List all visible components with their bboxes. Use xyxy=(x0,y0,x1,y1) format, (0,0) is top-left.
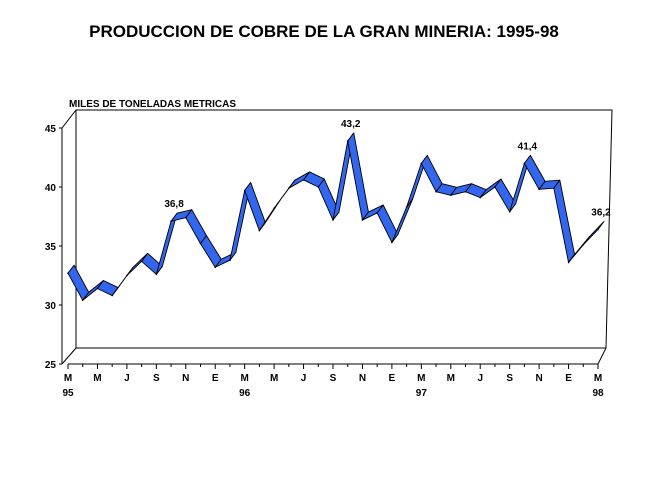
x-tick-label: N xyxy=(535,373,542,384)
x-tick-label: J xyxy=(124,373,130,384)
data-point xyxy=(494,186,496,188)
x-tick-label: M xyxy=(594,373,602,384)
y-tick-label: 45 xyxy=(45,124,57,135)
data-point xyxy=(214,266,217,269)
data-point xyxy=(332,219,334,221)
data-segment xyxy=(185,209,207,245)
data-point xyxy=(538,188,540,191)
x-tick-label: M xyxy=(447,373,455,384)
year-label: 95 xyxy=(62,388,74,399)
data-point xyxy=(199,242,202,245)
data-segment xyxy=(244,182,266,232)
data-point xyxy=(582,244,585,246)
data-point xyxy=(464,190,467,193)
data-point xyxy=(479,196,482,199)
data-label: 36,2 xyxy=(591,207,611,218)
data-point xyxy=(317,186,320,188)
data-point xyxy=(170,220,172,223)
x-tick-label: N xyxy=(359,373,366,384)
floor-right-edge xyxy=(597,347,607,365)
data-point xyxy=(508,210,511,213)
x-tick-label: M xyxy=(270,373,278,384)
x-tick-label: M xyxy=(64,373,72,384)
data-label: 36,8 xyxy=(164,199,184,210)
axis-ticks xyxy=(59,127,599,369)
y-tick-label: 40 xyxy=(45,183,57,194)
data-point xyxy=(391,241,393,244)
data-point xyxy=(567,261,570,264)
data-point xyxy=(273,207,275,210)
data-point xyxy=(155,273,158,276)
x-tick-label: M xyxy=(240,373,248,384)
back-wall xyxy=(75,109,613,349)
data-point xyxy=(81,299,84,302)
x-tick-label: J xyxy=(477,373,483,384)
x-tick-label: M xyxy=(93,373,101,384)
data-segment xyxy=(391,198,414,243)
y-tick-label: 35 xyxy=(45,242,57,253)
data-point xyxy=(184,216,187,219)
data-segment xyxy=(155,212,178,275)
data-point xyxy=(361,219,364,221)
wall-left-edge xyxy=(61,109,77,129)
data-annotations: 36,8 43,2 41,4 36,2 xyxy=(164,119,611,218)
x-tick-label: E xyxy=(565,373,572,384)
data-point xyxy=(67,272,69,274)
data-point xyxy=(126,274,128,277)
data-segment xyxy=(420,154,443,193)
y-axis-label: MILES DE TONELADAS METRICAS xyxy=(69,99,237,110)
axis-labels: 25 30 35 40 45 M M J S N E M M J S N E M M J S N E M 95 96 97 98 xyxy=(45,124,604,399)
data-point xyxy=(405,206,408,208)
data-point xyxy=(346,140,349,142)
data-point xyxy=(288,187,290,189)
floor-left-edge xyxy=(61,347,77,365)
data-segment xyxy=(582,221,605,246)
x-tick-label: J xyxy=(301,373,307,384)
data-point xyxy=(449,194,452,197)
data-point xyxy=(523,162,526,165)
chart-title: PRODUCCION DE COBRE DE LA GRAN MINERIA: … xyxy=(89,22,559,41)
data-segment xyxy=(200,235,222,268)
x-tick-label: S xyxy=(153,373,160,384)
data-point xyxy=(258,229,261,232)
year-label: 97 xyxy=(416,388,428,399)
series-ribbon xyxy=(67,132,605,302)
data-label: 43,2 xyxy=(341,119,361,130)
data-point xyxy=(376,212,378,214)
data-segment xyxy=(67,264,90,301)
data-point xyxy=(302,179,305,181)
year-label: 98 xyxy=(592,388,604,399)
x-tick-label: E xyxy=(389,373,396,384)
data-segment xyxy=(347,132,369,221)
data-point xyxy=(597,228,599,231)
data-label: 41,4 xyxy=(518,141,538,152)
data-point xyxy=(553,187,555,189)
x-tick-label: S xyxy=(330,373,337,384)
data-point xyxy=(140,260,143,263)
data-point xyxy=(435,190,437,193)
x-tick-label: E xyxy=(212,373,219,384)
y-tick-label: 25 xyxy=(45,360,57,371)
y-tick-label: 30 xyxy=(45,301,57,312)
x-tick-label: M xyxy=(417,373,425,384)
data-point xyxy=(420,162,423,165)
x-tick-label: S xyxy=(506,373,513,384)
data-segment xyxy=(523,154,546,190)
data-point xyxy=(111,294,113,297)
data-segment xyxy=(553,179,576,263)
x-tick-label: N xyxy=(182,373,189,384)
data-point xyxy=(96,287,99,290)
data-point xyxy=(243,189,246,192)
data-point xyxy=(229,259,231,261)
year-label: 96 xyxy=(239,388,251,399)
